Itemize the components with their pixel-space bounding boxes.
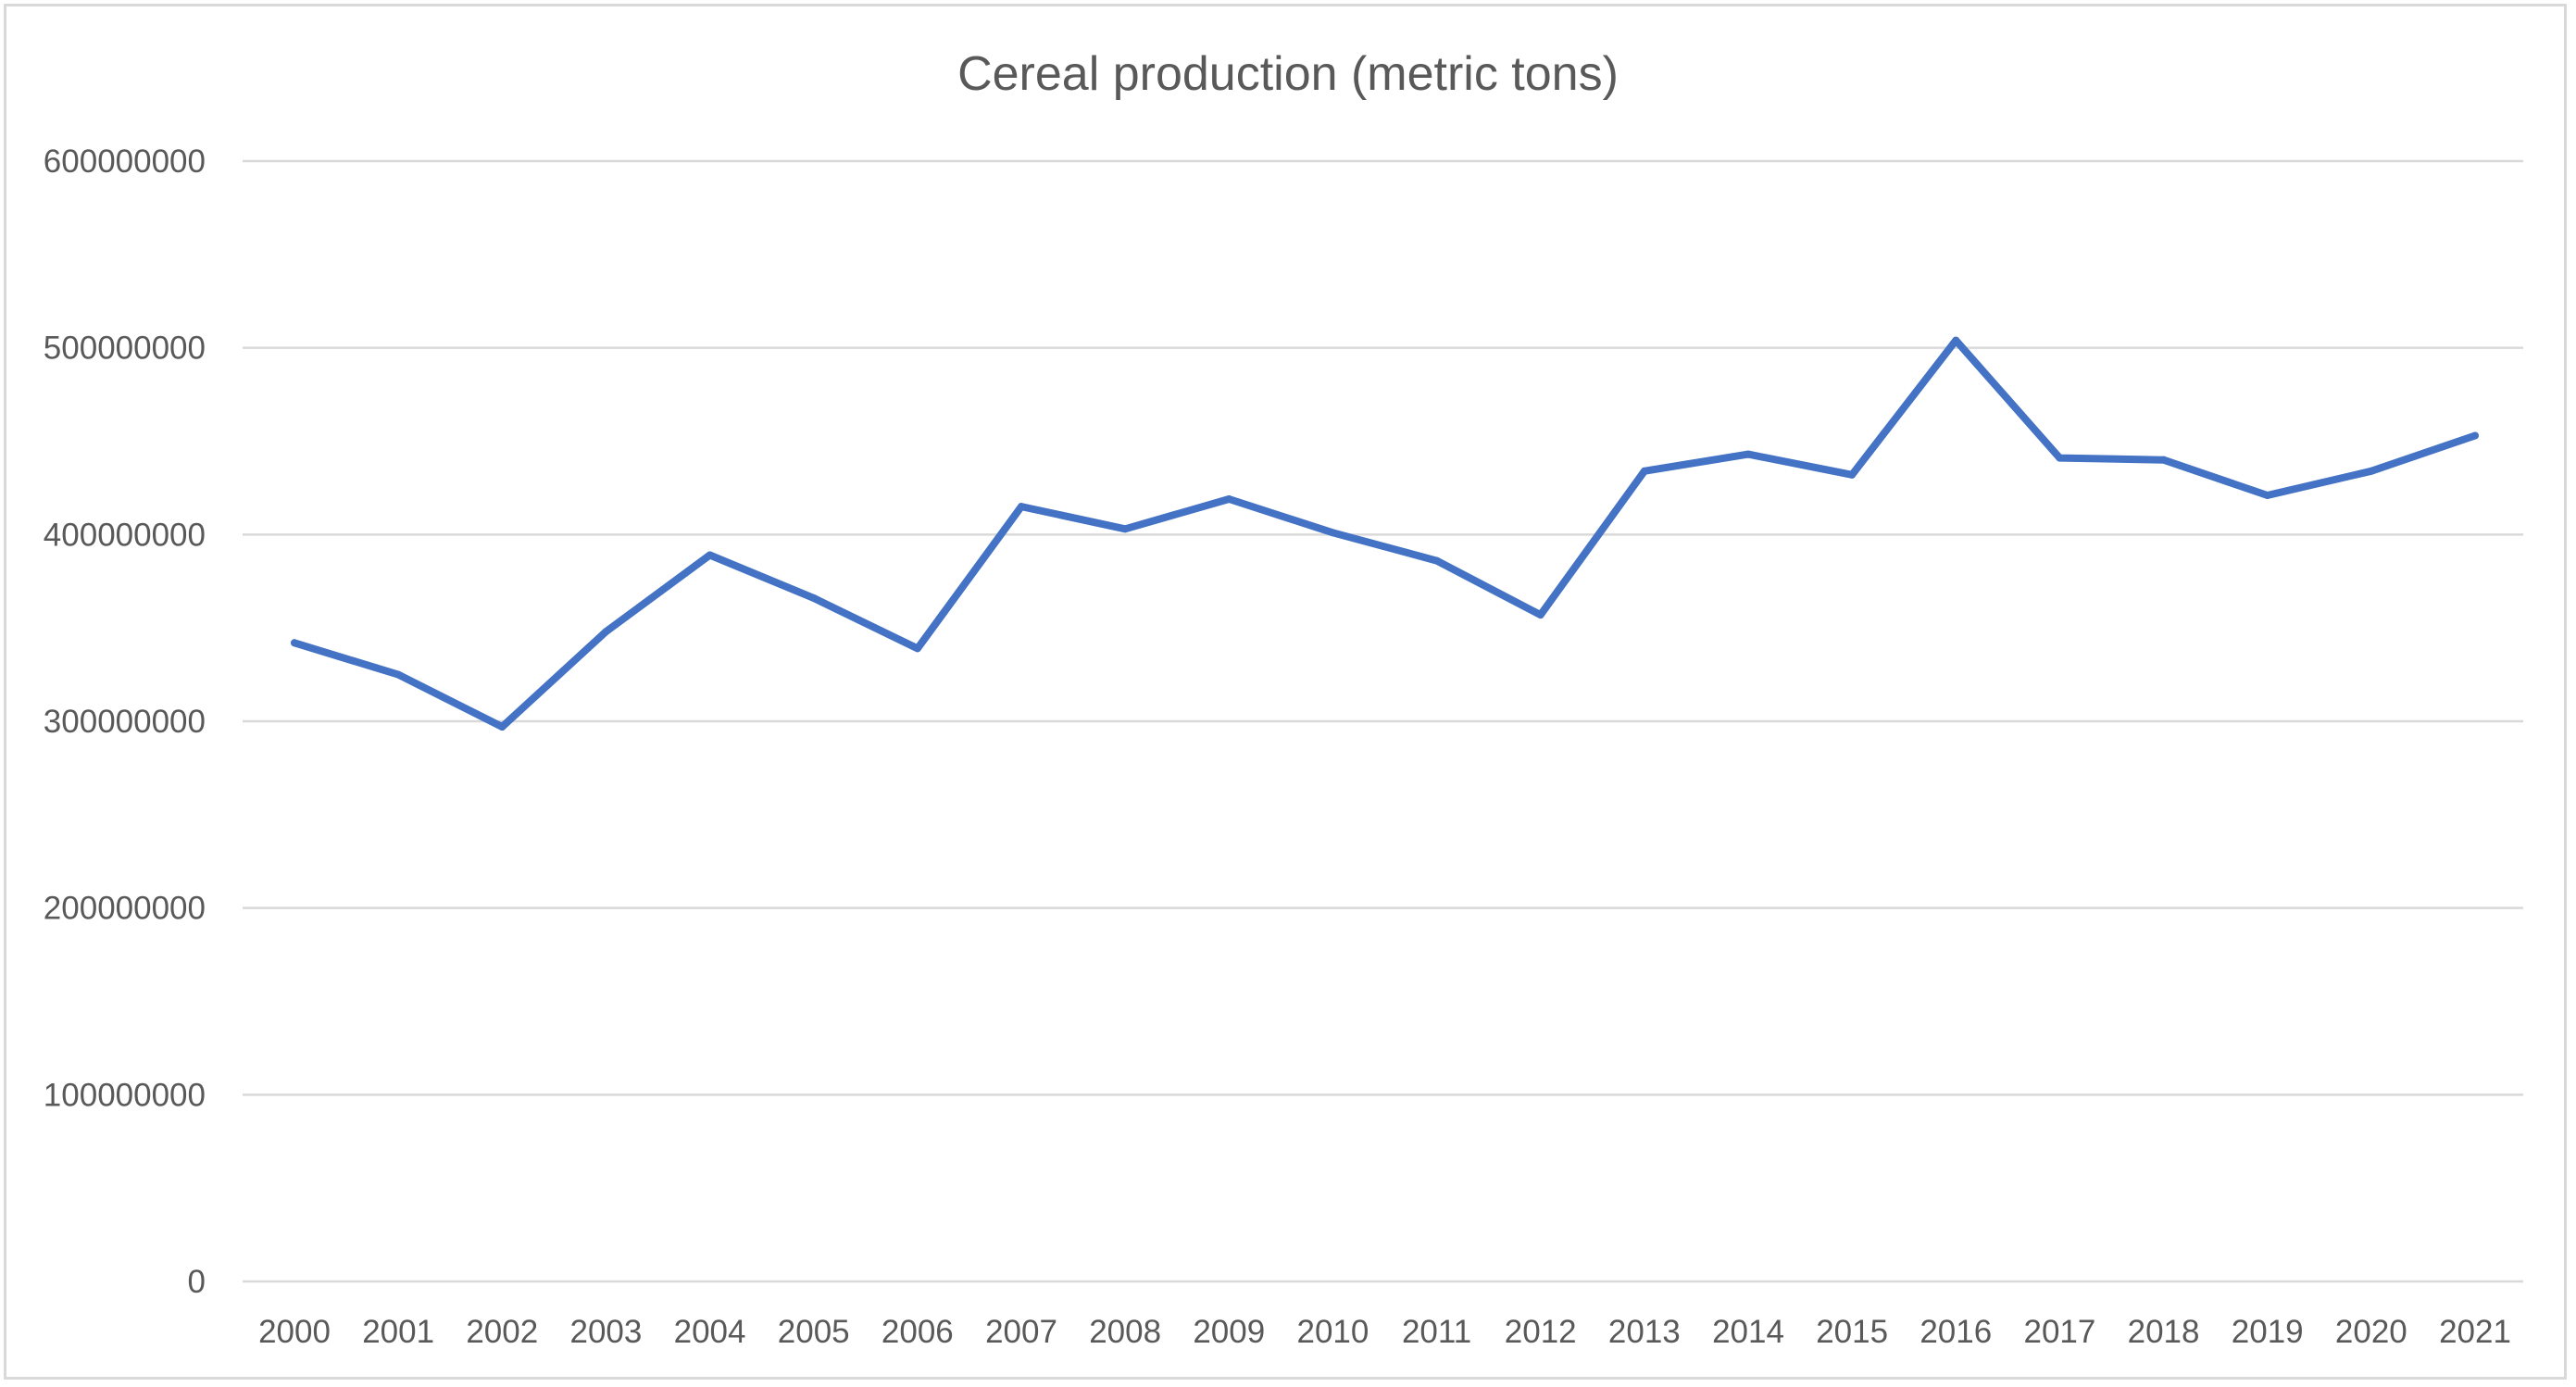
- y-tick-label: 0: [188, 1264, 206, 1300]
- data-point-2001: [394, 670, 403, 679]
- x-tick-label: 2002: [466, 1314, 538, 1350]
- x-tick-label: 2011: [1402, 1314, 1471, 1350]
- y-axis-tick-labels: 0 100000000 200000000 300000000 400000000 500…: [44, 144, 206, 1300]
- series-line-0: [291, 336, 2479, 731]
- data-point-2004: [706, 551, 714, 559]
- series-layer: [291, 336, 2479, 731]
- data-point-2002: [498, 723, 506, 731]
- x-tick-label: 2015: [1816, 1314, 1888, 1350]
- data-point-2011: [1432, 556, 1441, 565]
- x-tick-label: 2001: [362, 1314, 434, 1350]
- x-tick-label: 2007: [985, 1314, 1057, 1350]
- data-point-2010: [1329, 529, 1337, 537]
- y-tick-label: 200000000: [44, 891, 206, 927]
- data-point-2019: [2263, 491, 2271, 499]
- data-point-2009: [1225, 495, 1233, 504]
- y-tick-label: 400000000: [44, 517, 206, 553]
- y-tick-label: 500000000: [44, 331, 206, 367]
- x-tick-label: 2017: [2023, 1314, 2095, 1350]
- data-point-2018: [2159, 456, 2168, 464]
- x-tick-label: 2019: [2232, 1314, 2304, 1350]
- x-tick-label: 2009: [1193, 1314, 1265, 1350]
- x-tick-label: 2004: [674, 1314, 746, 1350]
- y-tick-label: 100000000: [44, 1077, 206, 1113]
- data-point-2021: [2471, 431, 2479, 440]
- x-tick-label: 2012: [1505, 1314, 1577, 1350]
- data-point-2015: [1848, 470, 1857, 479]
- data-point-2017: [2056, 454, 2064, 462]
- gridlines: [243, 159, 2523, 1283]
- x-tick-label: 2000: [258, 1314, 331, 1350]
- data-point-2013: [1640, 467, 1648, 475]
- x-tick-label: 2016: [1919, 1314, 1992, 1350]
- x-tick-label: 2014: [1712, 1314, 1784, 1350]
- data-point-2000: [291, 639, 298, 647]
- data-point-2006: [913, 644, 921, 653]
- y-tick-label: 600000000: [44, 144, 206, 180]
- x-tick-label: 2018: [2128, 1314, 2200, 1350]
- x-axis-tick-labels: 2000 2001 2002 2003 2004 2005 2006 2007 2008 2009…: [258, 1314, 2511, 1350]
- data-point-2012: [1536, 611, 1544, 619]
- x-tick-label: 2008: [1089, 1314, 1161, 1350]
- x-tick-label: 2003: [569, 1314, 642, 1350]
- x-tick-label: 2010: [1296, 1314, 1369, 1350]
- chart-title: Cereal production (metric tons): [957, 47, 1619, 101]
- x-tick-label: 2005: [778, 1314, 850, 1350]
- x-tick-label: 2020: [2335, 1314, 2407, 1350]
- x-tick-label: 2006: [882, 1314, 954, 1350]
- data-point-2014: [1744, 450, 1752, 458]
- x-tick-label: 2013: [1608, 1314, 1681, 1350]
- data-point-2016: [1952, 336, 1960, 344]
- data-point-2020: [2367, 467, 2375, 475]
- data-point-2007: [1018, 503, 1025, 511]
- data-point-2008: [1121, 525, 1130, 533]
- y-tick-label: 300000000: [44, 704, 206, 740]
- data-point-2005: [809, 594, 818, 602]
- data-point-2003: [602, 628, 610, 636]
- x-tick-label: 2021: [2439, 1314, 2511, 1350]
